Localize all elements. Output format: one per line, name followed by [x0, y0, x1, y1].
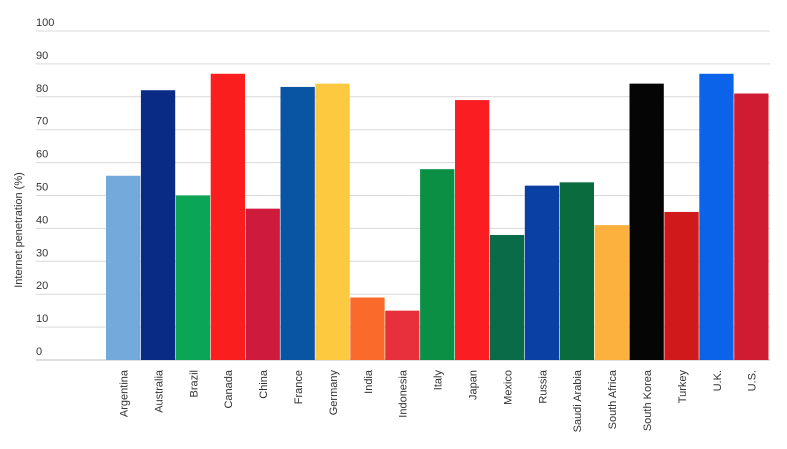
x-category-label: Mexico	[502, 370, 514, 405]
bar-japan	[455, 100, 490, 360]
bar-south-africa	[594, 225, 629, 360]
bar-italy	[420, 169, 455, 360]
x-category-label: South Africa	[607, 369, 619, 429]
bar-u-k	[699, 73, 734, 361]
bar-mexico	[489, 234, 525, 360]
bar-brazil	[175, 195, 211, 360]
x-category-label: U.K.	[712, 370, 724, 391]
bar-saudi-arabia	[559, 182, 594, 360]
bar-china	[245, 208, 280, 360]
bar-germany	[315, 83, 350, 360]
bar-u-s	[734, 93, 769, 360]
y-tick-label: 50	[36, 182, 48, 194]
x-category-label: Russia	[537, 369, 549, 404]
y-axis-title: Internet penetration (%)	[13, 172, 25, 288]
x-category-label: Australia	[153, 369, 165, 413]
y-tick-label: 60	[36, 149, 48, 161]
x-category-label: Canada	[223, 369, 235, 408]
y-tick-label: 40	[36, 214, 48, 226]
x-category-label: China	[258, 369, 270, 399]
y-axis-tick-labels: 0 10 20 30 40 50 60 70 80 90 100	[36, 17, 54, 358]
y-tick-label: 30	[36, 247, 48, 259]
bar-russia	[524, 185, 560, 360]
bar-indonesia	[385, 310, 420, 360]
x-category-label: Argentina	[118, 369, 130, 417]
y-tick-label: 80	[36, 83, 48, 95]
x-category-label: Turkey	[677, 370, 689, 404]
y-tick-label: 10	[36, 313, 48, 325]
x-category-label: Italy	[433, 370, 445, 391]
x-category-label: India	[363, 369, 375, 394]
x-category-label: Japan	[467, 370, 479, 400]
x-category-label: U.S.	[747, 370, 759, 391]
bars	[106, 73, 769, 361]
bar-canada	[210, 73, 245, 361]
bar-argentina	[106, 175, 141, 360]
x-axis-category-labels: Argentina Australia Brazil Canada China Franc…	[118, 369, 758, 432]
bar-india	[350, 297, 385, 360]
bar-turkey	[664, 211, 699, 360]
x-category-label: South Korea	[642, 369, 654, 431]
y-tick-label: 20	[36, 280, 48, 292]
x-category-label: Saudi Arabia	[572, 369, 584, 432]
x-category-label: Brazil	[188, 370, 200, 398]
y-tick-label: 0	[36, 346, 42, 358]
y-tick-label: 100	[36, 17, 54, 29]
x-category-label: Indonesia	[398, 369, 410, 418]
y-tick-label: 90	[36, 50, 48, 62]
x-category-label: Germany	[328, 370, 340, 416]
bar-south-korea	[629, 83, 664, 360]
bar-france	[280, 86, 315, 361]
x-category-label: France	[293, 370, 305, 404]
bar-australia	[140, 90, 176, 360]
y-tick-label: 70	[36, 116, 48, 128]
